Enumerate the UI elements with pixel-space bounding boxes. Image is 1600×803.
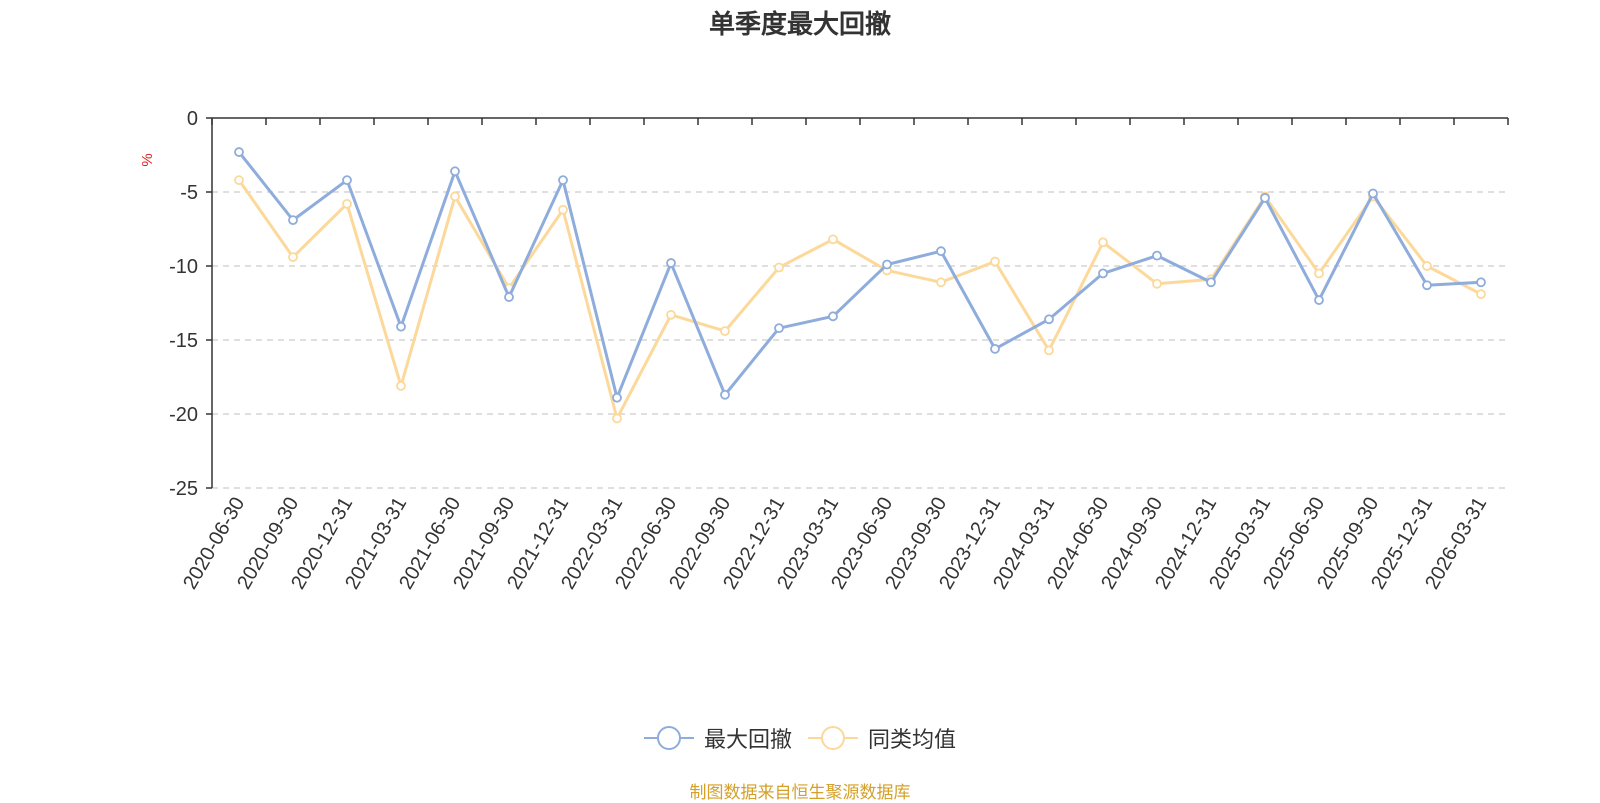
series-line-1 [237, 179, 1482, 420]
data-point-0 [1368, 188, 1378, 199]
legend: 最大回撤 同类均值 [0, 722, 1600, 754]
legend-marker-peer-average [808, 726, 858, 750]
data-point-1 [558, 204, 568, 215]
data-point-0 [828, 311, 838, 322]
data-point-1 [396, 380, 406, 391]
y-tick-label: -5 [180, 182, 198, 204]
data-point-0 [1044, 314, 1054, 325]
data-point-0 [504, 292, 514, 302]
data-point-0 [1476, 277, 1486, 288]
data-point-0 [558, 175, 568, 186]
data-point-0 [612, 392, 622, 403]
data-point-1 [1422, 261, 1432, 271]
series-group [234, 147, 1486, 424]
data-point-0 [720, 389, 730, 400]
data-point-0 [882, 259, 892, 270]
axes: 0-5-10-15-20-252020-06-302020-09-302020-… [169, 108, 1509, 593]
data-point-0 [1098, 268, 1108, 279]
data-point-1 [828, 234, 838, 245]
y-tick-label: -15 [169, 330, 198, 352]
legend-marker-max-drawdown [643, 726, 694, 750]
data-point-0 [288, 215, 298, 226]
data-point-1 [450, 191, 460, 202]
chart-title: 单季度最大回撤 [708, 10, 891, 40]
data-point-0 [666, 258, 676, 268]
data-point-0 [1260, 193, 1270, 203]
legend-item-max-drawdown[interactable]: 最大回撤 [643, 722, 792, 754]
y-tick-label: -25 [169, 478, 198, 500]
data-point-1 [774, 262, 784, 273]
data-point-1 [666, 309, 676, 320]
data-point-0 [1206, 277, 1216, 288]
data-point-0 [990, 343, 1000, 354]
data-point-0 [396, 321, 406, 332]
data-point-0 [1152, 250, 1162, 261]
data-point-1 [1314, 268, 1324, 279]
data-point-0 [1422, 280, 1432, 291]
data-point-1 [720, 326, 730, 337]
y-tick-label: -20 [169, 404, 198, 426]
data-point-1 [342, 198, 352, 209]
data-point-0 [234, 147, 244, 157]
data-point-1 [936, 277, 946, 288]
data-point-1 [612, 413, 622, 424]
legend-item-peer-average[interactable]: 同类均值 [808, 722, 956, 754]
data-point-1 [234, 175, 244, 186]
series-line-0 [237, 151, 1482, 400]
data-point-0 [936, 246, 946, 257]
legend-label-max-drawdown: 最大回撤 [703, 728, 792, 753]
data-point-1 [1044, 345, 1054, 356]
data-point-1 [288, 252, 298, 263]
data-point-1 [990, 256, 1000, 267]
source-note: 制图数据来自恒生聚源数据库 [689, 783, 911, 803]
legend-label-peer-average: 同类均值 [868, 728, 957, 753]
y-tick-label: -10 [169, 256, 198, 278]
data-point-0 [450, 166, 460, 177]
data-point-0 [774, 323, 784, 334]
data-point-0 [1314, 295, 1324, 305]
data-point-0 [342, 175, 352, 186]
data-point-1 [1098, 237, 1108, 248]
y-tick-label: 0 [187, 108, 198, 130]
gridlines [212, 191, 1508, 489]
y-axis-unit-label: % [139, 153, 156, 166]
data-point-1 [1476, 289, 1486, 300]
data-point-1 [1152, 278, 1162, 289]
